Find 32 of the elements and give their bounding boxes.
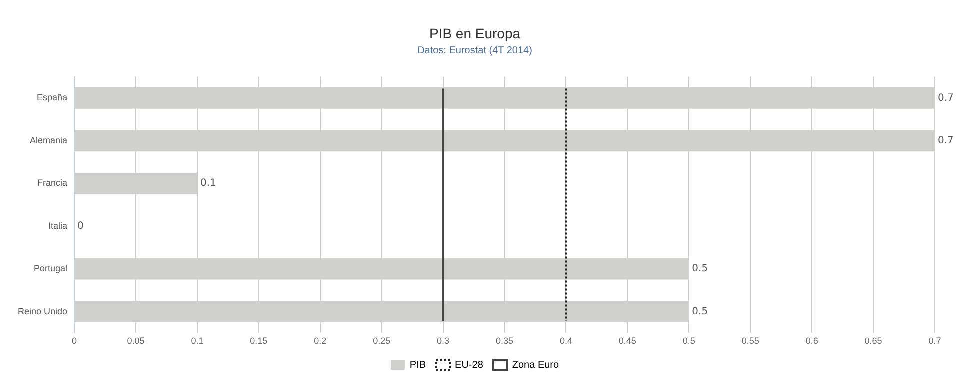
x-tick-label: 0.65 [864, 336, 882, 346]
legend-label: PIB [410, 360, 426, 371]
x-tick-label: 0.45 [618, 336, 636, 346]
x-tick-label: 0.6 [806, 336, 818, 346]
y-tick-label: Alemania [30, 135, 68, 146]
y-tick-label: Italia [48, 220, 68, 231]
data-label: 0.7 [938, 135, 954, 146]
x-tick-label: 0.15 [250, 336, 268, 346]
x-tick-label: 0.35 [496, 336, 514, 346]
x-tick-label: 0.55 [742, 336, 760, 346]
data-label: 0.1 [200, 178, 216, 190]
legend-label: EU-28 [455, 360, 484, 371]
chart-subtitle: Datos: Eurostat (4T 2014) [418, 46, 532, 57]
x-tick-label: 0.1 [191, 336, 204, 346]
x-tick-label: 0 [72, 336, 78, 346]
data-label: 0.5 [692, 306, 708, 318]
x-tick-label: 0.5 [682, 336, 696, 346]
x-tick-label: 0.25 [373, 336, 391, 346]
x-tick-label: 0.2 [314, 336, 327, 346]
x-tick-label: 0.05 [127, 336, 145, 346]
legend-label: Zona Euro [512, 360, 560, 371]
y-tick-label: Francia [38, 178, 68, 188]
data-label: 0.7 [938, 92, 954, 104]
data-label: 0.5 [692, 264, 708, 275]
y-tick-label: España [37, 92, 68, 103]
chart-title: PIB en Europa [429, 25, 521, 42]
x-tick-label: 0.3 [437, 336, 450, 346]
y-tick-label: Reino Unido [18, 306, 68, 316]
data-label: 0 [78, 220, 84, 232]
y-tick-label: Portugal [34, 264, 68, 274]
x-tick-label: 0.4 [560, 336, 572, 346]
x-tick-label: 0.7 [928, 336, 942, 346]
